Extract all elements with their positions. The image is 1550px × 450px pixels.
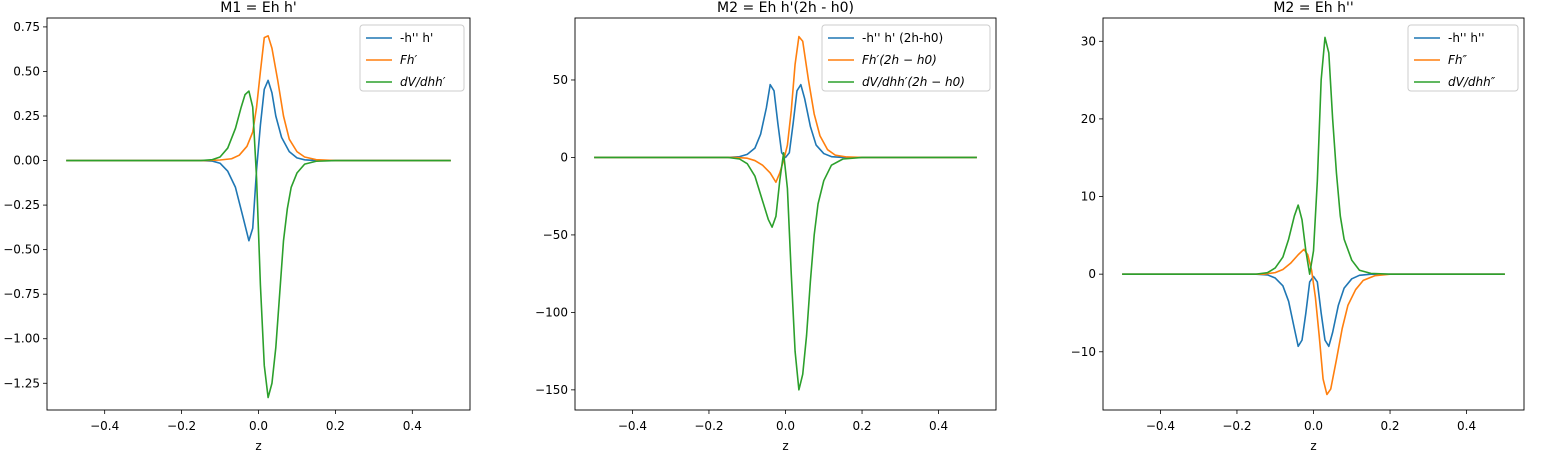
x-tick-label: 0.4	[1457, 419, 1476, 433]
legend-label: -h'' h'	[400, 31, 433, 45]
x-tick-label: 0.0	[249, 419, 268, 433]
x-tick-label: 0.2	[1380, 419, 1399, 433]
x-tick-label: −0.2	[167, 419, 196, 433]
x-tick-label: −0.2	[1222, 419, 1251, 433]
x-tick-label: 0.0	[776, 419, 795, 433]
legend: -h'' h' Fh′ dV/dhh′	[359, 24, 465, 92]
series-line-1	[594, 83, 977, 159]
x-tick-label: −0.4	[90, 419, 119, 433]
plot-frame	[1102, 17, 1525, 411]
legend-box	[821, 24, 991, 92]
y-tick-label: 0.50	[13, 64, 40, 78]
y-tick-label: −0.75	[3, 287, 40, 301]
y-tick-label: −0.50	[3, 243, 40, 257]
legend-box	[1407, 24, 1519, 92]
series-line-2	[1122, 248, 1505, 396]
x-tick-label: −0.2	[694, 419, 723, 433]
y-tick-label: −100	[535, 305, 568, 319]
x-tick-label: 0.2	[852, 419, 871, 433]
legend: -h'' h' (2h-h0) Fh′(2h − h0) dV/dhh′(2h − …	[821, 24, 991, 92]
series-line-3	[594, 152, 977, 391]
y-tick-label: −10	[1071, 345, 1096, 359]
x-tick-label: 0.4	[403, 419, 422, 433]
y-tick-label: 10	[1081, 190, 1096, 204]
legend-label: -h'' h' (2h-h0)	[862, 31, 943, 45]
x-tick-label: 0.2	[326, 419, 345, 433]
series-line-3	[66, 90, 451, 399]
y-tick-label: 0.25	[13, 109, 40, 123]
chart-title: M2 = Eh h''	[1273, 0, 1353, 16]
y-tick-label: 20	[1081, 112, 1096, 126]
legend-label: Fh″	[1448, 53, 1468, 67]
y-tick-label: −50	[543, 228, 568, 242]
legend-box	[359, 24, 465, 92]
legend-label: dV/dhh′(2h − h0)	[862, 75, 965, 89]
x-tick-label: 0.0	[1304, 419, 1323, 433]
x-axis-label: z	[1310, 439, 1316, 450]
series-line-2	[66, 35, 451, 162]
chart-1: M1 = Eh h' −0.4 −0.2 0.0 0.2 0.4 0.75 0.50 0.25 0…	[3, 0, 471, 450]
x-axis-label: z	[782, 439, 788, 450]
legend-label: dV/dhh″	[1448, 75, 1496, 89]
y-tick-label: 0.00	[13, 154, 40, 168]
y-tick-label: 30	[1081, 34, 1096, 48]
plot-frame	[46, 17, 471, 411]
y-tick-label: −1.25	[3, 376, 40, 390]
x-tick-label: −0.4	[1146, 419, 1175, 433]
legend-label: Fh′	[400, 53, 418, 67]
y-tick-label: −1.00	[3, 332, 40, 346]
y-tick-label: 0.75	[13, 20, 40, 34]
x-axis-label: z	[255, 439, 261, 450]
legend-label: -h'' h''	[1448, 31, 1485, 45]
legend-label: Fh′(2h − h0)	[862, 53, 937, 67]
chart-3: M2 = Eh h'' −0.4 −0.2 0.0 0.2 0.4 30 20 10 0 −10 z -…	[1071, 0, 1525, 450]
x-tick-label: −0.4	[618, 419, 647, 433]
chart-title: M1 = Eh h'	[220, 0, 297, 16]
legend: -h'' h'' Fh″ dV/dhh″	[1407, 24, 1519, 92]
series-line-1	[1122, 273, 1505, 348]
chart-2: M2 = Eh h'(2h - h0) −0.4 −0.2 0.0 0.2 0.4 50 0 −…	[535, 0, 997, 450]
y-tick-label: −0.25	[3, 198, 40, 212]
series-line-3	[1122, 36, 1505, 275]
y-tick-label: 50	[553, 73, 568, 87]
y-tick-label: 0	[1088, 267, 1096, 281]
series-line-2	[594, 35, 977, 184]
y-tick-label: −150	[535, 383, 568, 397]
x-tick-label: 0.4	[929, 419, 948, 433]
y-tick-label: 0	[560, 150, 568, 164]
plot-frame	[574, 17, 997, 411]
legend-label: dV/dhh′	[400, 75, 446, 89]
series-line-1	[66, 79, 451, 242]
chart-title: M2 = Eh h'(2h - h0)	[717, 0, 854, 16]
